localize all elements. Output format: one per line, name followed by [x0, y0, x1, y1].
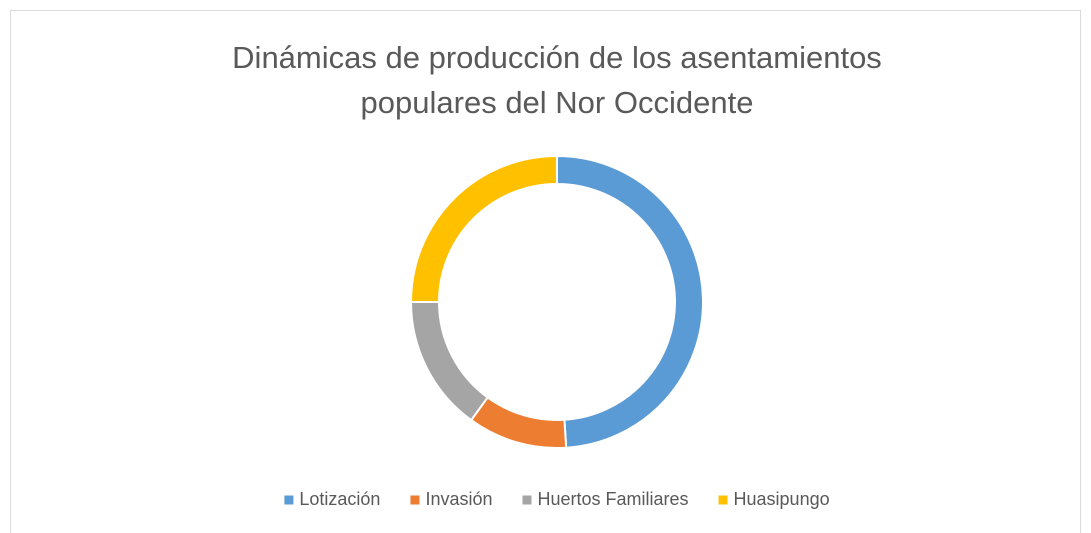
- donut-segment: [409, 154, 558, 303]
- legend-label: Huertos Familiares: [537, 489, 688, 509]
- chart-title: populares del Nor Occidente: [361, 85, 754, 120]
- legend-swatch: [284, 495, 294, 505]
- legend-swatch: [410, 495, 420, 505]
- legend-swatch: [522, 495, 532, 505]
- legend-swatch: [718, 495, 728, 505]
- legend-label: Invasión: [425, 489, 492, 509]
- legend-label: Lotización: [299, 489, 380, 509]
- legend-label: Huasipungo: [734, 489, 830, 509]
- chart-title: Dinámicas de producción de los asentamie…: [232, 40, 882, 75]
